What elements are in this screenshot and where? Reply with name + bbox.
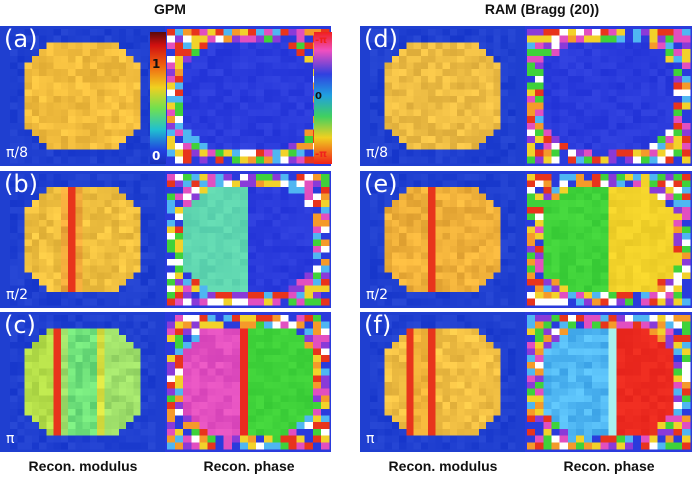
phase-colorbar — [314, 32, 332, 164]
panel-label: (e) — [364, 171, 398, 198]
phase-angle-label: π — [366, 431, 375, 447]
panel-label: (b) — [4, 171, 38, 198]
pixel-map — [360, 26, 525, 166]
phase-panel-gpm-row-2 — [165, 171, 331, 308]
footer-phase-left: Recon. phase — [203, 458, 295, 474]
pixel-map — [525, 171, 692, 308]
pixel-map — [0, 312, 165, 452]
modulus-colorbar-top-label: 1 — [152, 57, 161, 71]
phase-panel-gpm-row-1 — [165, 26, 331, 166]
modulus-colorbar — [150, 32, 166, 164]
panel-label: (d) — [364, 26, 398, 53]
header-gpm: GPM — [154, 1, 186, 17]
modulus-panel-gpm-row-2: (b) π/2 — [0, 171, 165, 308]
pixel-map — [0, 171, 165, 308]
modulus-panel-gpm-row-3: (c) π — [0, 312, 165, 452]
phase-angle-label: π — [6, 431, 15, 447]
pixel-map — [360, 312, 525, 452]
phase-angle-label: π/8 — [366, 145, 389, 161]
pixel-map — [165, 171, 331, 308]
pixel-map — [525, 26, 692, 166]
pixel-map — [165, 312, 331, 452]
header-ram: RAM (Bragg (20)) — [484, 1, 600, 17]
modulus-panel-ram-row-1: (d) π/8 — [360, 26, 525, 166]
modulus-colorbar-bottom-label: 0 — [152, 149, 161, 163]
phase-colorbar-bottom-label: -π — [315, 149, 328, 160]
modulus-panel-gpm-row-1: (a) π/8 — [0, 26, 165, 166]
pixel-map — [360, 171, 525, 308]
pixel-map — [165, 26, 331, 166]
phase-panel-ram-row-1 — [525, 26, 692, 166]
footer-phase-right: Recon. phase — [563, 458, 655, 474]
phase-colorbar-middle-label: 0 — [315, 91, 322, 102]
panel-label: (c) — [4, 312, 36, 339]
phase-angle-label: π/8 — [6, 145, 29, 161]
phase-panel-ram-row-2 — [525, 171, 692, 308]
panel-label: (f) — [364, 312, 392, 339]
panel-label: (a) — [4, 26, 38, 53]
phase-angle-label: π/2 — [6, 287, 29, 303]
pixel-map — [525, 312, 692, 452]
phase-panel-gpm-row-3 — [165, 312, 331, 452]
modulus-panel-ram-row-3: (f) π — [360, 312, 525, 452]
footer-modulus-left: Recon. modulus — [28, 458, 138, 474]
footer-modulus-right: Recon. modulus — [388, 458, 498, 474]
phase-angle-label: π/2 — [366, 287, 389, 303]
modulus-panel-ram-row-2: (e) π/2 — [360, 171, 525, 308]
phase-colorbar-top-label: -π — [315, 35, 328, 46]
phase-panel-ram-row-3 — [525, 312, 692, 452]
